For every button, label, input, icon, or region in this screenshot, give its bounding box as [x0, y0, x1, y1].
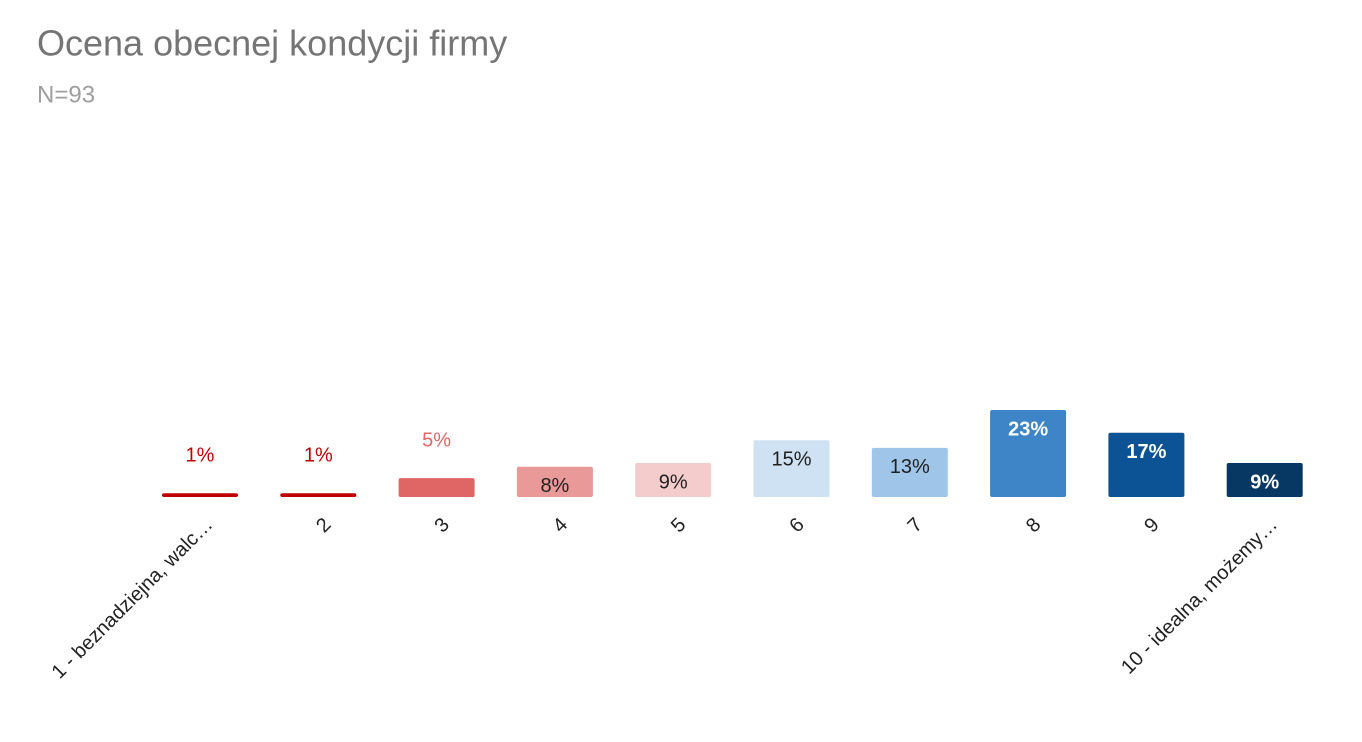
- bar: [635, 462, 712, 497]
- value-label: 1%: [304, 445, 333, 467]
- value-label: 13%: [890, 456, 930, 478]
- x-tick-label: 4: [549, 514, 572, 537]
- bar: [1226, 462, 1303, 497]
- bar: [871, 447, 948, 497]
- value-label: 9%: [1250, 471, 1279, 493]
- value-label: 1%: [186, 445, 215, 467]
- x-tick-label: 6: [785, 514, 808, 537]
- x-tick-label: 8: [1022, 514, 1045, 537]
- bar: [516, 466, 593, 497]
- chart-title: Ocena obecnej kondycji firmy: [37, 23, 507, 64]
- value-label: 15%: [771, 449, 811, 471]
- value-label: 23%: [1008, 418, 1048, 440]
- x-tick-label: 9: [1140, 514, 1163, 537]
- value-label: 17%: [1126, 441, 1166, 463]
- x-tick-label: 7: [904, 514, 927, 537]
- bar: [753, 440, 830, 497]
- x-tick-label: 2: [312, 514, 335, 537]
- chart-subtitle: N=93: [37, 81, 95, 108]
- bar: [1108, 432, 1185, 497]
- bar: [990, 410, 1067, 497]
- x-tick-label: 10 - idealna, możemy…: [1117, 514, 1282, 679]
- value-label: 8%: [540, 475, 569, 497]
- value-label: 5%: [422, 429, 451, 451]
- x-tick-label: 3: [430, 514, 453, 537]
- value-label: 9%: [659, 471, 688, 493]
- bar: [398, 478, 475, 497]
- x-tick-label: 1 - beznadziejna, walc…: [48, 514, 218, 684]
- bar: [280, 493, 357, 497]
- bar: [162, 493, 238, 497]
- x-tick-label: 5: [667, 514, 690, 537]
